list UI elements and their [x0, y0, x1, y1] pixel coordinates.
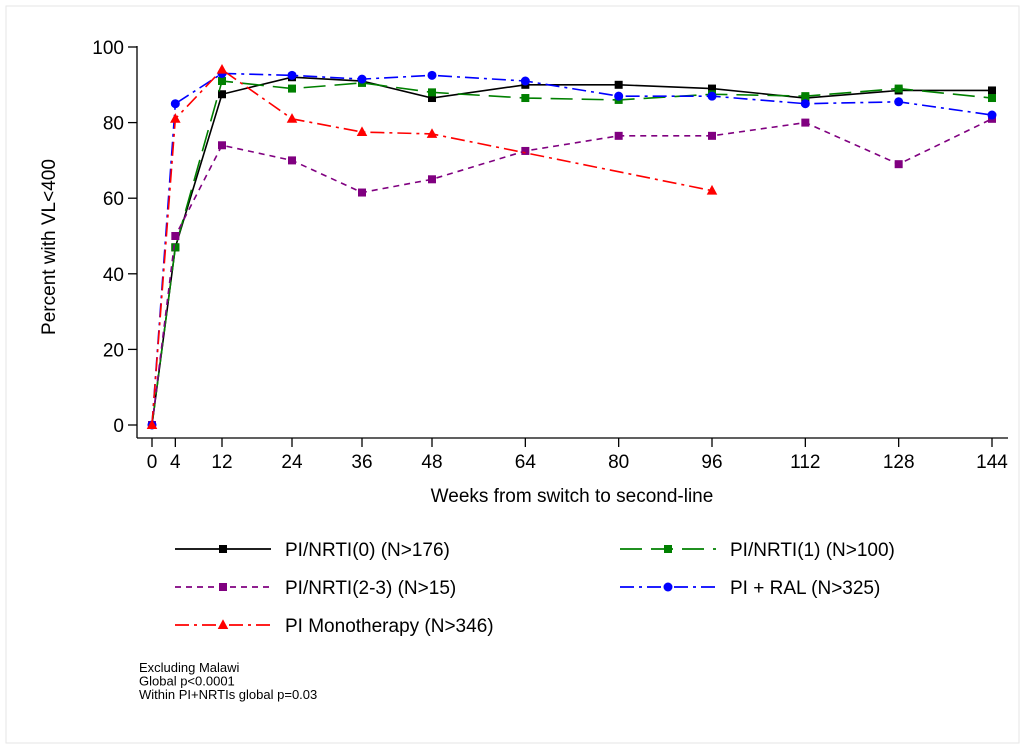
legend-swatch-marker	[219, 545, 227, 553]
x-tick-label: 112	[790, 452, 820, 473]
x-tick-label: 4	[170, 452, 181, 473]
data-point	[614, 131, 623, 140]
data-point	[708, 131, 716, 140]
legend-item-2: PI/NRTI(1) (N>100)	[620, 540, 895, 561]
y-tick-label: 100	[92, 38, 124, 59]
x-tick-label: 128	[883, 452, 915, 473]
data-point	[218, 90, 226, 99]
x-tick-label: 0	[147, 452, 158, 473]
legend-label: PI/NRTI(0) (N>176)	[285, 540, 450, 561]
data-point	[170, 99, 180, 109]
x-tick-label: 80	[608, 452, 629, 473]
data-point	[427, 70, 437, 80]
legend: PI/NRTI(0) (N>176) PI/NRTI(1) (N>100) PI/N…	[175, 540, 895, 637]
data-point	[287, 70, 297, 80]
series-5	[146, 63, 718, 429]
y-tick-label: 0	[113, 416, 124, 437]
x-tick-label: 48	[421, 452, 442, 473]
data-point	[614, 80, 623, 89]
data-point	[286, 113, 298, 123]
x-axis-title: Weeks from switch to second-line	[431, 486, 714, 507]
y-tick-label: 80	[103, 114, 124, 135]
data-point	[987, 110, 997, 120]
data-point	[800, 99, 810, 109]
data-point	[988, 94, 996, 103]
data-point	[801, 118, 810, 127]
data-point	[708, 84, 716, 93]
x-tick-label: 144	[976, 452, 1008, 473]
y-axis-title: Percent with VL<400	[39, 159, 60, 335]
data-point	[521, 146, 530, 155]
data-point	[216, 63, 228, 74]
legend-label: PI Monotherapy (N>346)	[285, 616, 494, 637]
data-point	[707, 91, 717, 101]
data-point	[171, 243, 180, 252]
y-tick-label: 20	[103, 340, 124, 361]
series-line	[151, 76, 992, 426]
data-point	[356, 126, 368, 137]
chart-series	[146, 63, 997, 430]
data-point	[894, 84, 903, 93]
data-point	[146, 419, 158, 429]
x-tick-label: 64	[515, 452, 537, 473]
data-point	[171, 232, 180, 240]
series-line	[151, 118, 993, 426]
data-point	[358, 188, 366, 197]
series-line	[151, 80, 993, 426]
x-tick-label: 36	[351, 452, 372, 473]
data-point	[428, 94, 436, 103]
data-point	[426, 128, 438, 138]
legend-swatch-marker	[664, 545, 672, 553]
data-point	[520, 76, 530, 86]
data-point	[218, 141, 226, 150]
data-point	[170, 113, 181, 123]
x-tick-label: 24	[281, 452, 303, 473]
data-point	[521, 94, 530, 103]
data-point	[801, 92, 810, 101]
data-point	[288, 156, 296, 165]
y-tick-label: 60	[103, 189, 124, 210]
data-point	[218, 77, 226, 86]
data-point	[706, 184, 718, 195]
legend-item-4: PI + RAL (N>325)	[620, 578, 880, 599]
note-line: Global p<0.0001	[139, 674, 235, 689]
series-line	[151, 72, 993, 426]
x-tick-label: 12	[211, 452, 232, 473]
data-point	[988, 86, 996, 95]
data-point	[894, 160, 903, 169]
note-line: Within PI+NRTIs global p=0.03	[139, 687, 317, 702]
data-point	[614, 91, 624, 101]
legend-swatch-marker	[219, 583, 227, 591]
legend-label: PI/NRTI(2-3) (N>15)	[285, 578, 456, 599]
y-tick-label: 40	[103, 265, 124, 286]
legend-item-3: PI/NRTI(2-3) (N>15)	[175, 578, 456, 599]
note-line: Excluding Malawi	[139, 660, 240, 675]
legend-label: PI/NRTI(1) (N>100)	[730, 540, 895, 561]
legend-item-1: PI/NRTI(0) (N>176)	[175, 540, 450, 561]
data-point	[357, 74, 367, 84]
data-point	[894, 97, 904, 107]
data-point	[428, 88, 436, 97]
legend-swatch-marker	[217, 619, 229, 629]
legend-label: PI + RAL (N>325)	[730, 578, 880, 599]
data-point	[288, 84, 296, 93]
x-tick-label: 96	[701, 452, 722, 473]
legend-swatch-marker	[663, 582, 673, 592]
data-point	[428, 175, 436, 184]
legend-item-5: PI Monotherapy (N>346)	[175, 616, 494, 637]
